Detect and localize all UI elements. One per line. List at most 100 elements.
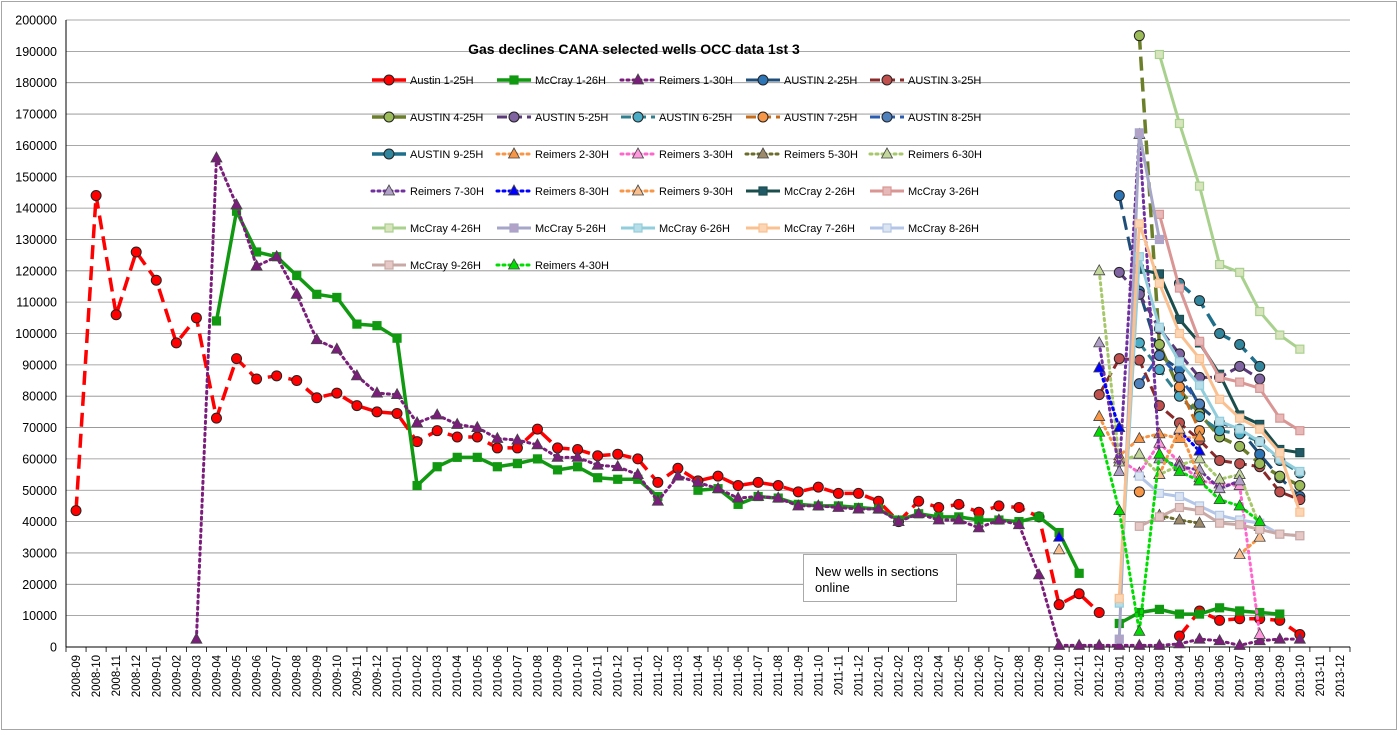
series-26: [1093, 425, 1266, 636]
data-point: [432, 462, 442, 472]
data-point: [1174, 283, 1185, 293]
data-point: [230, 198, 243, 210]
data-point: [1174, 357, 1185, 367]
data-point: [913, 495, 925, 507]
legend-swatch-marker: [383, 111, 395, 123]
data-point: [1134, 521, 1144, 531]
legend-item-9: AUSTIN 8-25H: [870, 111, 981, 124]
x-tick-label: 2008-10: [91, 655, 103, 697]
x-tick-label: 2011-09: [793, 655, 805, 696]
data-point: [1253, 633, 1266, 646]
legend-swatch-marker: [383, 148, 395, 160]
data-point: [572, 462, 583, 472]
data-point: [1235, 267, 1245, 277]
data-point: [190, 632, 203, 644]
x-tick-label: 2013-12: [1335, 655, 1347, 697]
data-point: [391, 407, 403, 419]
data-point: [671, 469, 685, 481]
data-point: [1275, 413, 1285, 423]
data-point: [832, 487, 844, 499]
data-point: [1074, 568, 1084, 578]
x-tick-label: 2011-12: [853, 655, 865, 696]
data-point: [933, 501, 945, 513]
data-point: [752, 476, 764, 488]
legend-item-16: Reimers 8-30H: [495, 184, 609, 198]
data-point: [732, 480, 744, 492]
data-point: [1174, 609, 1185, 619]
legend-swatch-marker: [384, 223, 394, 233]
legend-label: AUSTIN 6-25H: [659, 112, 732, 124]
data-point: [311, 392, 323, 404]
legend-swatch-marker: [631, 147, 645, 159]
data-point: [792, 486, 804, 498]
series-2: [190, 151, 1307, 650]
data-point: [210, 151, 223, 163]
data-point: [932, 513, 945, 525]
data-point: [1154, 234, 1165, 245]
data-point: [1093, 425, 1106, 437]
legend-item-25: McCray 9-26H: [372, 260, 481, 272]
legend-label: McCray 3-26H: [908, 186, 979, 198]
legend-swatch-marker: [383, 74, 395, 86]
legend-label: Reimers 3-30H: [659, 149, 733, 161]
legend-swatch-marker: [631, 184, 645, 196]
legend-item-10: AUSTIN 9-25H: [372, 148, 483, 161]
data-point: [1254, 360, 1266, 372]
x-tick-label: 2009-11: [352, 655, 364, 696]
x-tick-label: 2012-11: [1074, 655, 1086, 696]
data-point: [1235, 424, 1245, 434]
data-point: [1275, 609, 1285, 619]
data-point: [652, 476, 664, 488]
legend-swatch-marker: [881, 111, 893, 123]
series-line: [1157, 54, 1301, 351]
y-tick-label: 20000: [22, 578, 57, 592]
legend-label: Reimers 5-30H: [784, 149, 858, 161]
data-point: [390, 387, 404, 400]
legend-swatch-marker: [507, 258, 521, 270]
legend-label: Reimers 1-30H: [659, 75, 733, 87]
legend-item-11: Reimers 2-30H: [495, 147, 609, 161]
data-point: [231, 353, 243, 365]
data-point: [491, 442, 503, 454]
legend-label: AUSTIN 8-25H: [908, 112, 981, 124]
x-tick-label: 2013-04: [1174, 654, 1186, 697]
x-tick-label: 2013-08: [1255, 655, 1267, 697]
chart-title: Gas declines CANA selected wells OCC dat…: [468, 41, 800, 57]
data-point: [552, 465, 563, 475]
series-line: [1117, 195, 1301, 498]
x-tick-label: 2010-11: [593, 655, 605, 696]
data-point: [1213, 633, 1226, 646]
legend-swatch-marker: [509, 75, 519, 85]
x-tick-label: 2013-06: [1215, 655, 1227, 697]
legend-item-24: McCray 8-26H: [870, 223, 979, 235]
data-point: [1173, 513, 1186, 525]
data-point: [1194, 181, 1205, 191]
legend-swatch-marker: [756, 147, 770, 159]
y-tick-label: 140000: [15, 202, 57, 216]
data-point: [992, 513, 1006, 525]
data-point: [832, 500, 845, 512]
legend-swatch-marker: [631, 73, 645, 85]
data-point: [1213, 492, 1226, 505]
data-point: [1034, 512, 1044, 522]
data-point: [471, 431, 483, 443]
data-point: [451, 417, 464, 429]
data-point: [1113, 420, 1126, 432]
x-tick-label: 2009-01: [151, 655, 163, 697]
legend-swatch-marker: [882, 223, 892, 233]
legend-label: Reimers 9-30H: [659, 186, 733, 198]
x-tick-label: 2013-07: [1235, 655, 1247, 697]
data-point: [1295, 426, 1305, 436]
data-point: [1254, 448, 1266, 460]
data-point: [412, 480, 422, 491]
data-point: [531, 437, 544, 450]
series-line: [1117, 255, 1301, 604]
data-point: [1274, 470, 1286, 482]
y-tick-label: 150000: [15, 170, 57, 184]
data-point: [1275, 529, 1285, 539]
data-point: [250, 259, 263, 271]
data-point: [1154, 322, 1165, 332]
data-point: [451, 431, 463, 443]
data-point: [1194, 336, 1205, 346]
